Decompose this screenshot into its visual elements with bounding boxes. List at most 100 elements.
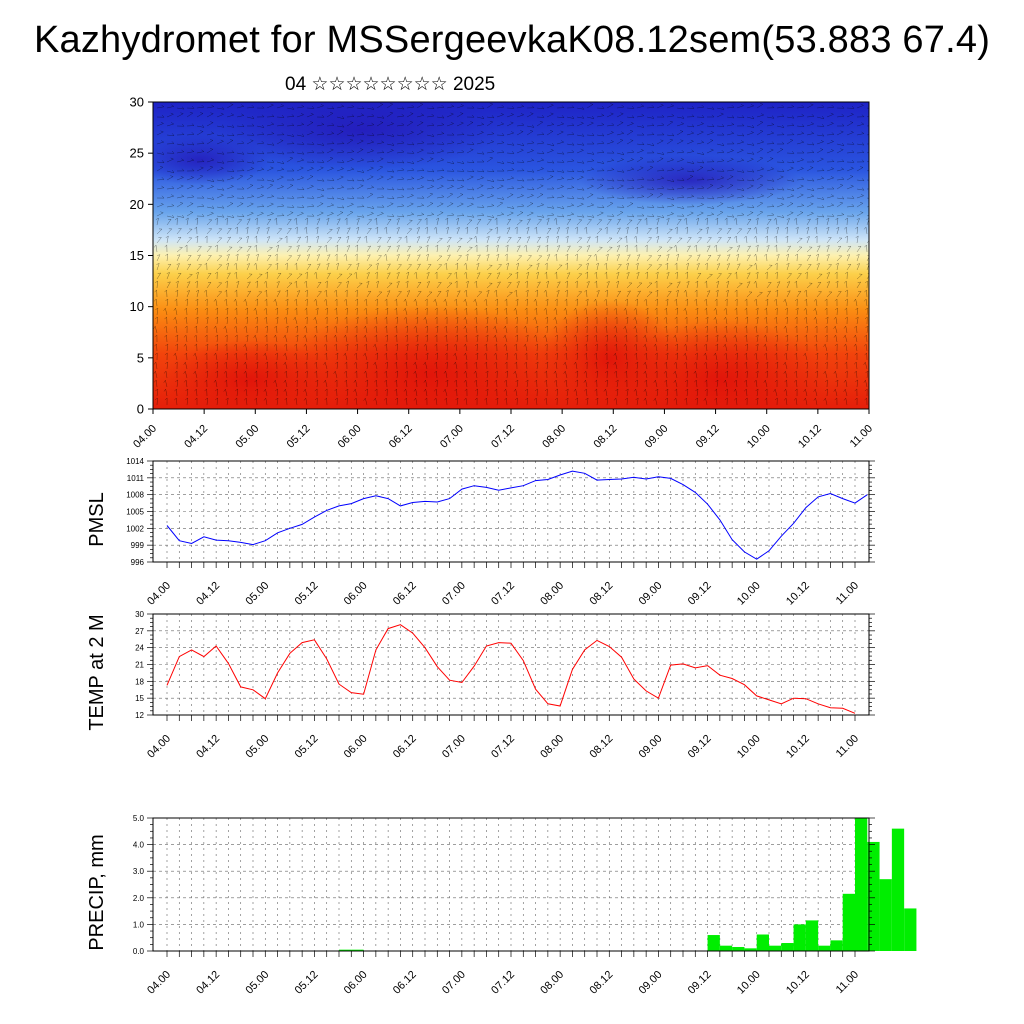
heatmap-anomaly xyxy=(540,300,680,409)
x-tick-label: 07.12 xyxy=(489,580,517,608)
x-tick-label: 05.00 xyxy=(243,969,271,997)
x-tick-label: 05.12 xyxy=(285,423,313,451)
y-axis-title: PRECIP, mm xyxy=(86,834,108,950)
x-tick-label: 07.12 xyxy=(489,969,517,997)
y-tick-label: 10 xyxy=(130,299,144,314)
x-tick-label: 07.00 xyxy=(438,423,466,451)
chart-subtitle: 04 ☆☆☆☆☆☆☆☆ 2025 xyxy=(285,74,496,95)
x-tick-label: 07.00 xyxy=(440,733,468,761)
x-tick-label: 06.00 xyxy=(336,423,364,451)
y-tick-label: 15 xyxy=(130,248,144,263)
x-tick-label: 10.00 xyxy=(735,733,763,761)
x-tick-label: 07.12 xyxy=(489,733,517,761)
x-tick-label: 04.00 xyxy=(145,969,173,997)
heatmap-anomaly xyxy=(160,340,340,409)
x-tick-label: 04.12 xyxy=(182,423,210,451)
precip-bar xyxy=(769,945,782,951)
x-tick-label: 06.00 xyxy=(342,580,370,608)
x-tick-label: 06.00 xyxy=(342,969,370,997)
y-tick-label: 3.0 xyxy=(133,867,145,876)
y-axis-title: TEMP at 2 M xyxy=(86,614,108,730)
x-tick-label: 09.12 xyxy=(686,733,714,761)
heatmap-details xyxy=(153,102,869,409)
y-tick-label: 0.0 xyxy=(133,947,145,956)
x-tick-label: 09.12 xyxy=(686,969,714,997)
x-tick-label: 09.00 xyxy=(637,969,665,997)
precip-bar xyxy=(719,945,733,951)
x-tick-label: 08.00 xyxy=(538,733,566,761)
precip-bar xyxy=(793,924,806,951)
y-tick-label: 1008 xyxy=(126,491,144,500)
y-tick-label: 999 xyxy=(131,541,145,550)
y-tick-label: 18 xyxy=(135,677,144,686)
x-tick-label: 11.00 xyxy=(834,580,861,607)
x-tick-label: 09.12 xyxy=(686,580,714,608)
x-tick-label: 06.12 xyxy=(387,423,415,451)
precipitation-panel: 0.0 1.0 2.0 3.0 4.0 5.0 04.00 04.12 05.00 05.12 06… xyxy=(86,814,917,997)
heatmap-anomaly xyxy=(280,305,580,409)
x-tick-label: 10.12 xyxy=(796,423,824,451)
heatmap-anomaly xyxy=(153,135,270,185)
series-line xyxy=(166,624,856,714)
x-tick-label: 11.00 xyxy=(834,969,861,996)
y-tick-label: 5.0 xyxy=(133,814,145,823)
x-tick-label: 04.00 xyxy=(145,733,173,761)
y-tick-label: 1005 xyxy=(126,508,144,517)
x-tick-label: 10.12 xyxy=(784,969,812,997)
y-tick-label: 1.0 xyxy=(133,920,145,929)
temperature-panel: 12 15 18 21 24 27 30 04.00 04.12 05.00 05.12 06.00 0… xyxy=(86,610,875,761)
series-line xyxy=(166,470,868,560)
x-tick-label: 10.00 xyxy=(735,580,763,608)
precip-bar xyxy=(805,920,819,951)
x-tick-label: 08.00 xyxy=(540,423,568,451)
x-tick-label: 09.12 xyxy=(694,423,722,451)
precip-bar xyxy=(879,879,892,951)
y-tick-label: 25 xyxy=(130,146,144,161)
precip-bar xyxy=(867,841,880,951)
y-tick-label: 21 xyxy=(135,661,144,670)
x-tick-label: 05.12 xyxy=(293,969,321,997)
precip-bar xyxy=(732,947,745,951)
y-tick-label: 4.0 xyxy=(133,841,145,850)
cross-section-panel: 0 5 10 15 20 25 30 04.00 04.12 05.00 05.12 06.00 06.… xyxy=(130,95,876,451)
chart-title: Kazhydromet for MSSergeevkaK08.12sem(53.… xyxy=(33,19,991,61)
y-tick-label: 1014 xyxy=(126,457,144,466)
x-tick-label: 04.12 xyxy=(194,580,222,608)
precip-bar xyxy=(891,828,905,951)
y-tick-label: 30 xyxy=(130,95,144,110)
y-tick-label: 24 xyxy=(135,644,144,653)
x-tick-label: 04.00 xyxy=(145,580,173,608)
precip-bar xyxy=(904,908,917,951)
precip-bar xyxy=(781,943,794,951)
y-tick-label: 996 xyxy=(131,558,145,567)
x-tick-label: 09.00 xyxy=(643,423,671,451)
y-tick-label: 1002 xyxy=(126,524,144,533)
pmsl-panel: 996 999 1002 1005 1008 1011 1014 04.00 04.12 05.0… xyxy=(86,457,875,608)
x-tick-label: 04.12 xyxy=(194,969,222,997)
y-tick-label: 12 xyxy=(135,711,144,720)
y-tick-label: 2.0 xyxy=(133,894,145,903)
precip-bar xyxy=(756,934,769,951)
x-tick-label: 06.12 xyxy=(391,969,419,997)
x-tick-label: 11.00 xyxy=(848,423,875,450)
precip-bar xyxy=(830,940,843,951)
precip-bar xyxy=(339,949,352,951)
x-tick-label: 05.00 xyxy=(233,423,261,451)
x-tick-label: 08.12 xyxy=(587,969,615,997)
precip-bar xyxy=(818,945,831,951)
x-tick-label: 10.12 xyxy=(784,580,812,608)
x-tick-label: 07.00 xyxy=(440,969,468,997)
y-tick-label: 0 xyxy=(137,402,144,417)
x-tick-label: 05.00 xyxy=(243,733,271,761)
x-tick-label: 05.12 xyxy=(293,580,321,608)
x-tick-label: 08.00 xyxy=(538,969,566,997)
x-tick-label: 10.00 xyxy=(745,423,773,451)
x-tick-label: 10.12 xyxy=(784,733,812,761)
precip-bar xyxy=(744,948,757,951)
x-tick-label: 07.00 xyxy=(440,580,468,608)
y-tick-label: 5 xyxy=(137,350,144,365)
heatmap-anomaly xyxy=(580,155,800,205)
precip-bar xyxy=(842,893,855,951)
x-tick-label: 08.00 xyxy=(538,580,566,608)
